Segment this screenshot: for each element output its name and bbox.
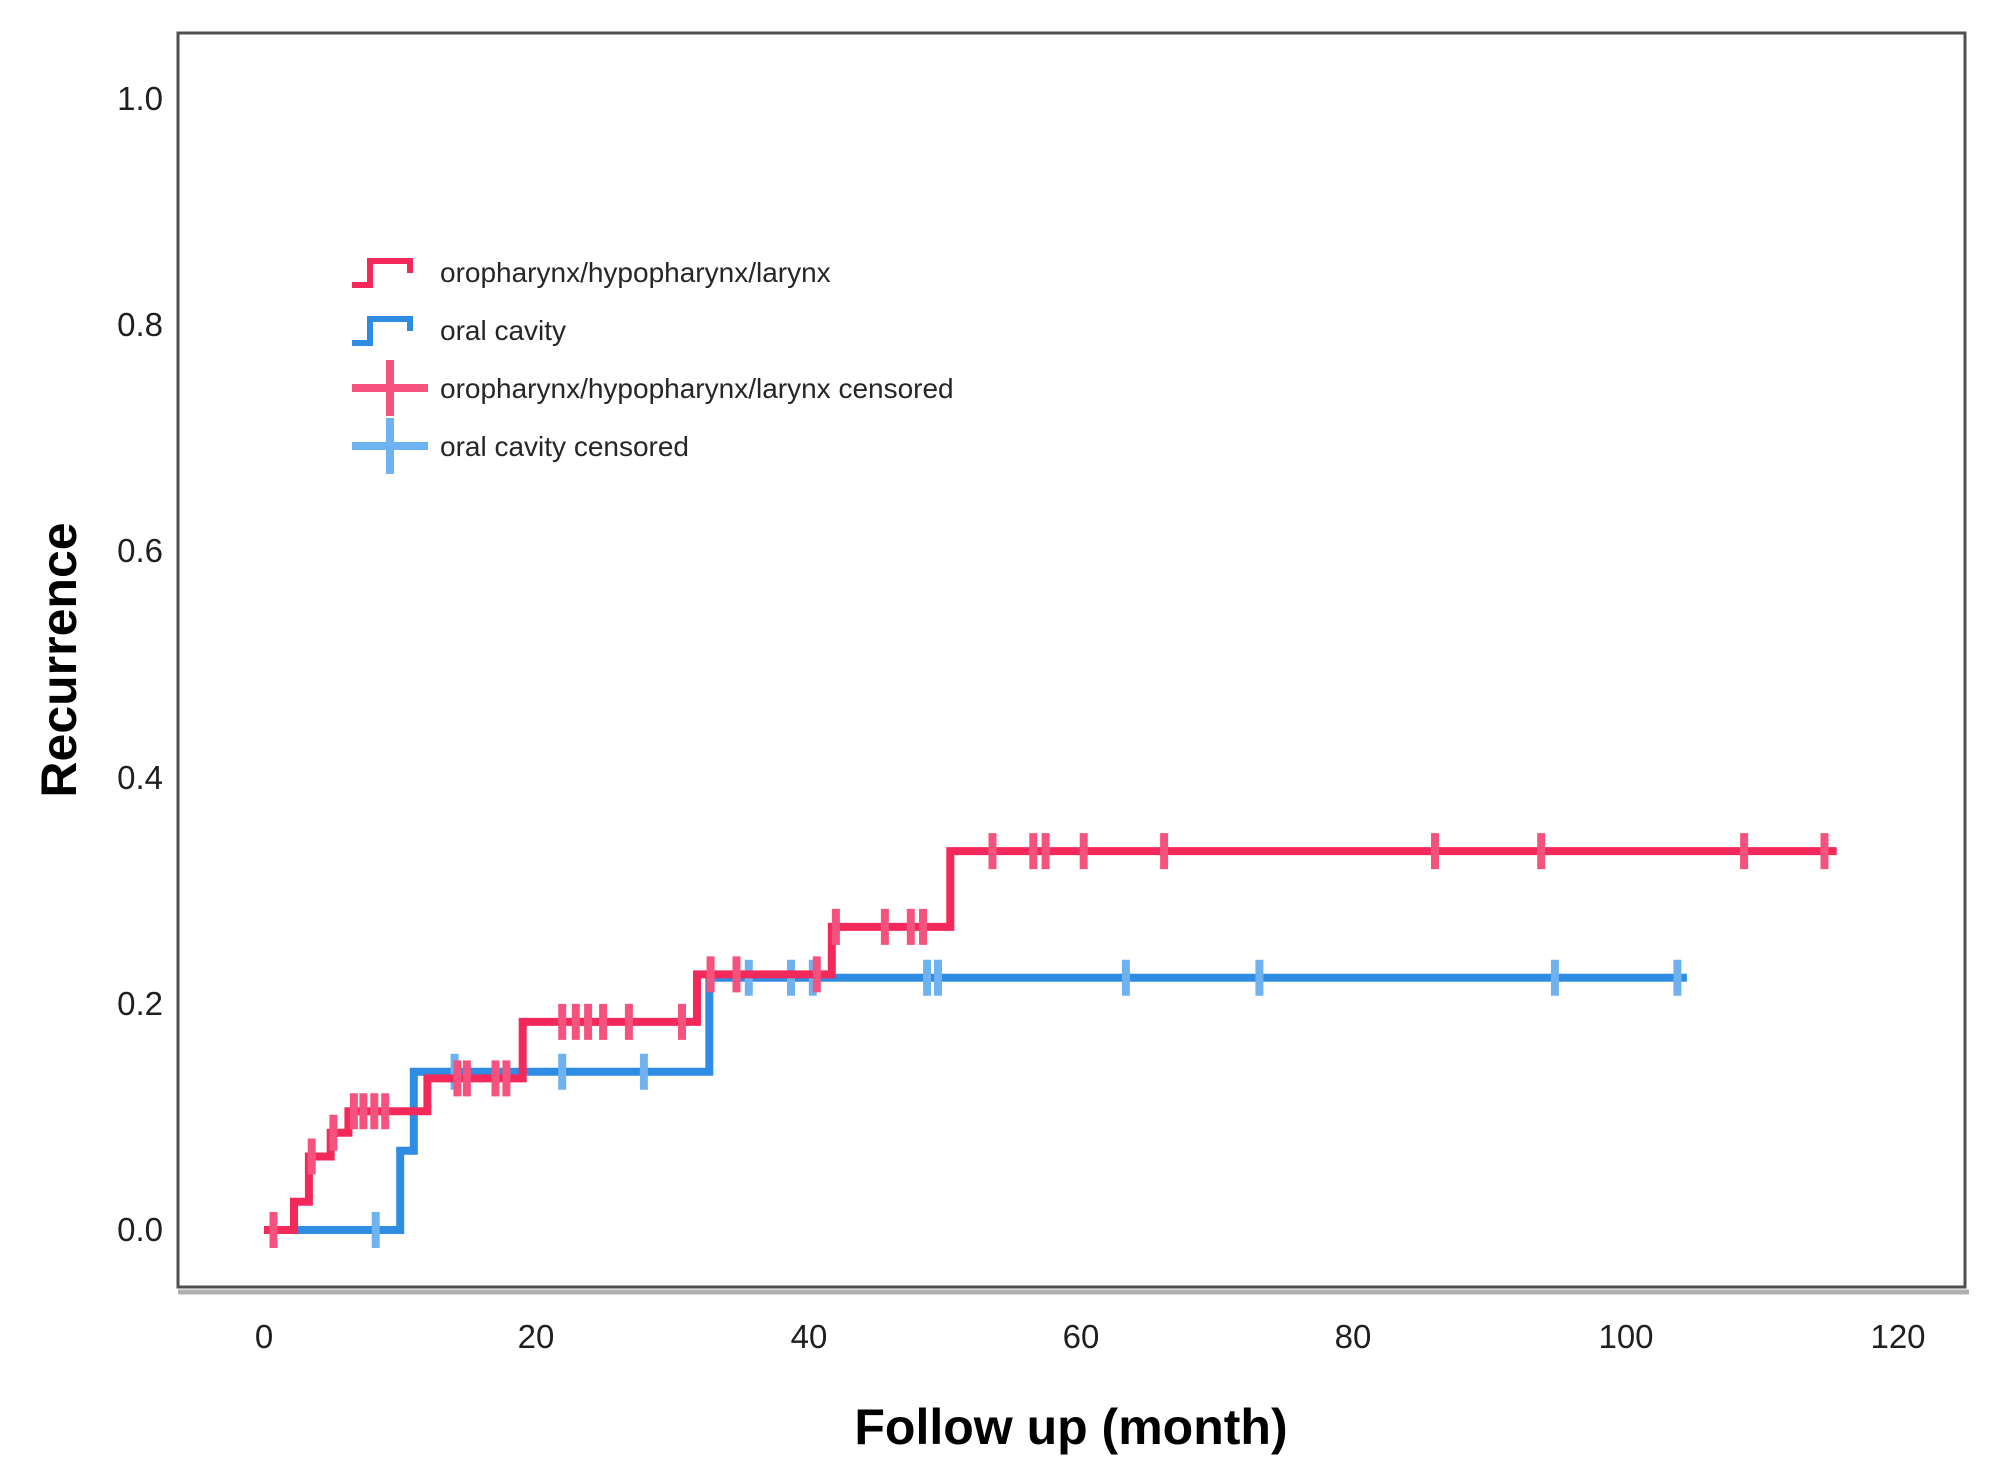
- legend-item-label: oropharynx/hypopharynx/larynx censored: [440, 373, 954, 404]
- y-tick-labels: 0.0 0.2 0.4 0.6 0.8 1.0: [117, 80, 163, 1248]
- x-tick-label: 40: [791, 1318, 828, 1355]
- x-tick-labels: 0 20 40 60 80 100 120: [255, 1318, 1926, 1355]
- x-tick-label: 0: [255, 1318, 273, 1355]
- x-tick-label: 80: [1335, 1318, 1372, 1355]
- y-tick-label: 0.0: [117, 1211, 163, 1248]
- legend-item-oropharynx: oropharynx/hypopharynx/larynx: [352, 257, 831, 288]
- y-tick-label: 0.2: [117, 985, 163, 1022]
- plus-glyph: [352, 360, 428, 416]
- x-tick-label: 100: [1598, 1318, 1653, 1355]
- plot-frame: [176, 31, 1967, 1289]
- legend-item-label: oral cavity censored: [440, 431, 689, 462]
- legend-item-oropharynx-censored: oropharynx/hypopharynx/larynx censored: [352, 360, 954, 416]
- step-line-glyph: [352, 316, 413, 346]
- plus-glyph: [352, 418, 428, 474]
- legend-item-oral-cavity: oral cavity: [352, 315, 566, 346]
- x-tick-label: 120: [1870, 1318, 1925, 1355]
- step-line-glyph: [352, 258, 413, 288]
- legend-item-label: oral cavity: [440, 315, 566, 346]
- y-axis-title: Recurrence: [31, 522, 87, 797]
- y-tick-label: 0.6: [117, 532, 163, 569]
- legend: oropharynx/hypopharynx/larynx oral cavit…: [352, 257, 954, 474]
- x-axis-title: Follow up (month): [854, 1399, 1287, 1455]
- y-tick-label: 0.8: [117, 306, 163, 343]
- series-oropharynx-hypopharynx-larynx: [264, 833, 1837, 1248]
- series-line-oropharynx-hypopharynx-larynx: [264, 847, 1837, 1234]
- y-tick-label: 0.4: [117, 759, 163, 796]
- x-tick-label: 60: [1063, 1318, 1100, 1355]
- x-tick-label: 20: [518, 1318, 555, 1355]
- y-tick-label: 1.0: [117, 80, 163, 117]
- legend-item-oral-cavity-censored: oral cavity censored: [352, 418, 689, 474]
- legend-item-label: oropharynx/hypopharynx/larynx: [440, 257, 831, 288]
